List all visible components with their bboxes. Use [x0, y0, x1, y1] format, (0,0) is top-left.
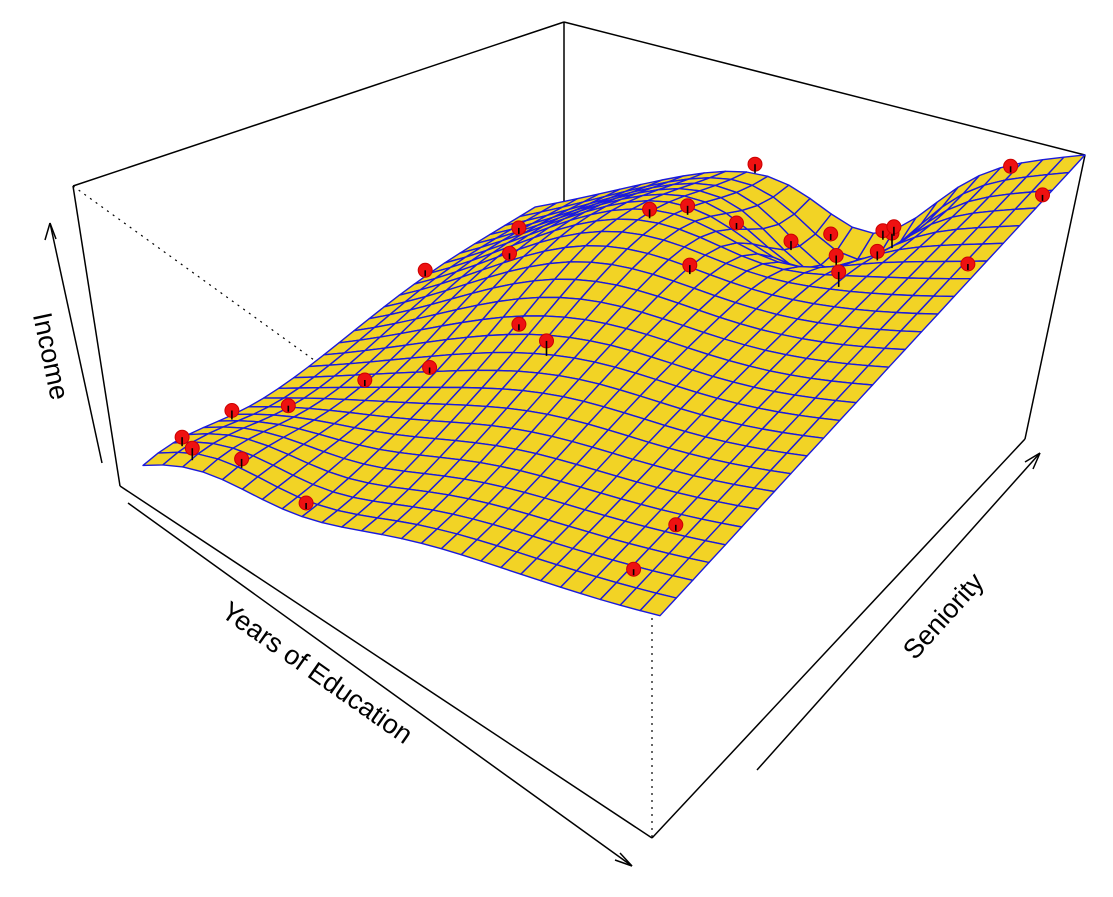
data-point	[869, 243, 885, 261]
data-point	[886, 219, 902, 236]
data-point	[298, 495, 314, 511]
data-point	[1035, 187, 1050, 203]
data-point	[224, 403, 240, 420]
income-axis-title: Income	[27, 310, 75, 403]
data-point	[747, 156, 763, 174]
data-point	[511, 220, 527, 236]
data-point	[823, 226, 839, 242]
data-point	[680, 198, 696, 215]
data-point	[511, 316, 527, 332]
data-point	[234, 451, 250, 468]
data-point	[174, 429, 190, 447]
education-axis-arrowhead	[614, 852, 633, 867]
box-back-top-right	[563, 21, 1086, 156]
data-point	[502, 245, 517, 261]
data-point	[642, 201, 658, 219]
seniority-axis-line	[756, 452, 1041, 771]
data-point	[729, 215, 744, 231]
seniority-axis-title: Seniority	[897, 567, 990, 666]
data-point	[539, 333, 554, 356]
education-axis-line	[127, 502, 633, 867]
box-back-top-left	[72, 21, 565, 187]
data-point	[960, 256, 976, 272]
data-point	[626, 561, 642, 577]
box-left-vertical	[72, 185, 121, 487]
seniority-axis-arrowhead	[1024, 452, 1041, 470]
education-axis-title: Years of Education	[216, 596, 418, 750]
data-point	[184, 440, 200, 461]
data-point	[682, 257, 698, 275]
data-point	[280, 398, 296, 414]
data-point	[417, 262, 433, 278]
data-point	[422, 360, 438, 375]
income-axis-arrowhead	[44, 222, 57, 241]
data-points	[174, 156, 1050, 577]
box-front-left	[119, 485, 653, 839]
surface-facet	[639, 592, 677, 617]
data-point	[1003, 158, 1019, 174]
axis-arrows	[44, 222, 1041, 867]
data-point	[875, 223, 891, 240]
surface-mesh	[142, 154, 1086, 617]
income-axis-line	[49, 222, 103, 464]
data-point	[783, 233, 799, 251]
box-right-vertical	[1024, 154, 1086, 440]
data-point	[357, 372, 373, 388]
data-point	[831, 264, 847, 287]
data-point	[668, 517, 684, 533]
box-front-right	[651, 438, 1026, 839]
